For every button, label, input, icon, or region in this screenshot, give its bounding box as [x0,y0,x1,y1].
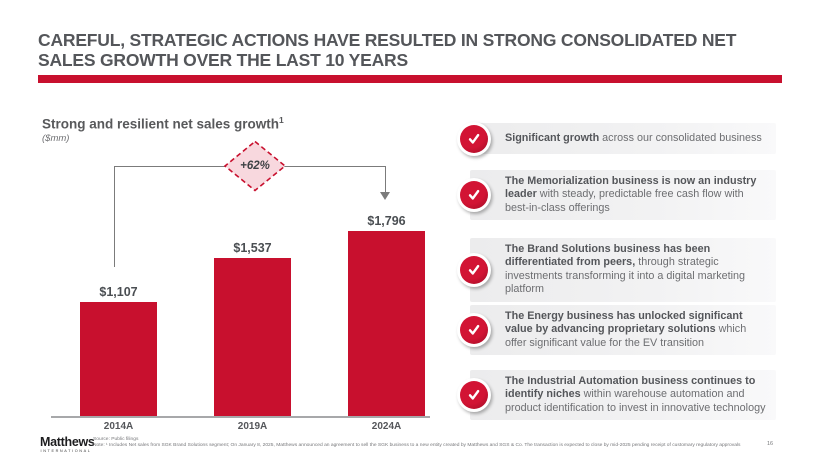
bullet-item-industrial-automation: The Industrial Automation business conti… [457,370,776,421]
bullet-text: Significant growth across our consolidat… [505,131,762,144]
matthews-logo: Matthews INTERNATIONAL [40,435,95,453]
growth-callout-label: +62% [240,160,270,172]
title-divider-bar [38,75,782,83]
chart-title-text: Strong and resilient net sales growth [42,116,280,132]
bar-value-label: $1,107 [99,285,138,299]
chart-title: Strong and resilient net sales growth1 [42,115,284,132]
bullet-text: The Memorialization business is now an i… [505,175,757,214]
footnote: Note: ¹ Includes Net sales from SGK Bran… [93,443,741,449]
bar [348,231,425,416]
x-axis-line [51,416,430,418]
growth-bracket-right-line [385,166,386,193]
checkmark-icon [457,178,491,213]
bullet-item-memorialization: The Memorialization business is now an i… [457,170,776,221]
slide-title: CAREFUL, STRATEGIC ACTIONS HAVE RESULTED… [38,30,737,70]
chart-title-footnote-marker: 1 [279,115,284,125]
bullet-text: The Industrial Automation business conti… [505,375,766,414]
source-note: Source: Public filings [93,437,139,442]
logo-subtitle: INTERNATIONAL [40,449,92,453]
bullet-item-energy: The Energy business has unlocked signifi… [457,305,776,356]
page-number: 16 [766,441,774,447]
x-axis-tick-label: 2019A [237,421,268,432]
bullet-text: The Brand Solutions business has been di… [505,243,746,296]
checkmark-icon [457,378,491,413]
bullet-text: The Energy business has unlocked signifi… [505,310,747,349]
bar-value-label: $1,537 [233,241,272,255]
bar [80,302,157,416]
chart-unit-label: ($mm) [42,133,70,144]
checkmark-icon [457,121,491,156]
checkmark-icon [457,313,491,348]
x-axis-tick-label: 2014A [103,421,134,432]
footer-notes: Source: Public filings Note: ¹ Includes … [93,437,746,449]
checkmark-icon [457,252,491,287]
bar [214,258,291,416]
x-axis-tick-label: 2024A [371,421,402,432]
growth-bracket-arrowhead-icon [380,192,390,200]
bullet-item-brand-solutions: The Brand Solutions business has been di… [457,238,776,302]
growth-diamond-icon [223,140,287,192]
bar-value-label: $1,796 [367,214,406,228]
bullet-item-significant-growth: Significant growth across our consolidat… [457,121,776,156]
growth-bracket-left-line [114,166,115,267]
logo-wordmark: Matthews [40,435,95,449]
